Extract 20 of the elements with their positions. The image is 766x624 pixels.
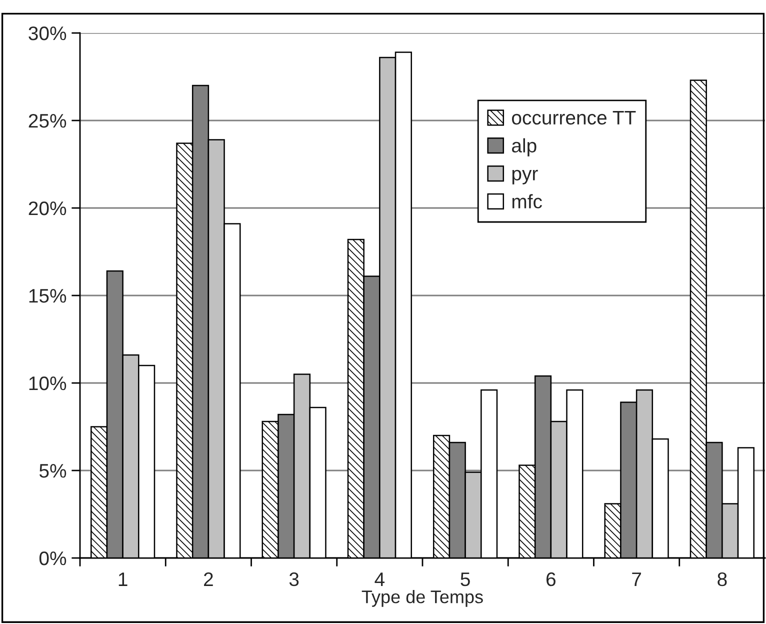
y-tick-label: 5% <box>39 464 66 478</box>
y-tick-label: 0% <box>39 551 66 566</box>
x-tick-label: 2 <box>204 572 213 586</box>
x-tick-label: 8 <box>718 572 727 586</box>
legend-label: occurrence TT <box>512 111 636 125</box>
x-tick-label: 6 <box>546 572 556 586</box>
x-tick-label: 1 <box>118 572 128 586</box>
y-tick-label: 15% <box>29 289 66 303</box>
x-tick-label: 5 <box>460 572 470 586</box>
y-tick-label: 20% <box>28 201 66 216</box>
x-tick-label: 4 <box>374 572 385 586</box>
y-tick-label: 25% <box>28 114 66 128</box>
x-tick-label: 7 <box>632 572 641 586</box>
legend-label: alp <box>512 138 536 156</box>
x-axis-title: Type de Temps <box>362 590 483 607</box>
legend-label: mfc <box>512 194 542 208</box>
y-tick-label: 10% <box>29 376 66 390</box>
x-tick-label: 3 <box>289 572 299 586</box>
y-tick-label: 30% <box>28 26 66 40</box>
legend-label: pyr <box>512 170 538 184</box>
